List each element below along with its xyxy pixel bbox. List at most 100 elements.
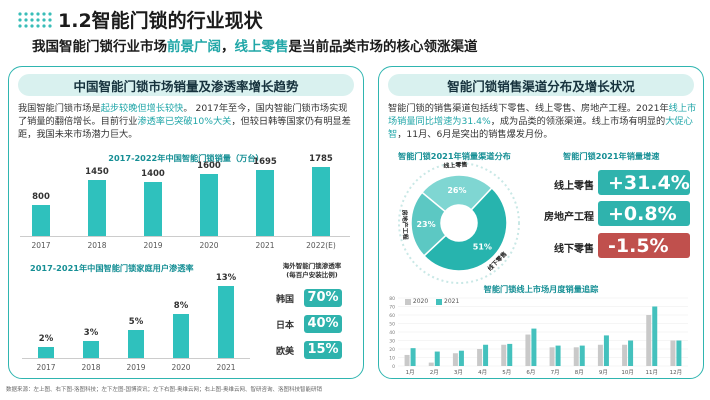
overseas-value-korea: 70% bbox=[304, 289, 342, 307]
para-text: 智能门锁的销售渠道包括线下零售、线上零售、房地产工程。2021年 bbox=[388, 103, 669, 114]
right-panel-heading: 智能门锁销售渠道分布及增长状况 bbox=[388, 74, 694, 96]
monthly-legend: 2020 2021 bbox=[405, 298, 459, 305]
monthly-bar-2020 bbox=[404, 354, 410, 366]
para-highlight: 大促心智 bbox=[388, 116, 693, 140]
para-text: ，11月、6月是突出的销售爆发月份。 bbox=[397, 129, 553, 140]
monthly-bar-2020 bbox=[501, 344, 507, 366]
growth-title: 智能门锁2021年销量增速 bbox=[563, 151, 660, 161]
para-highlight: 线上市场销量同比增速为31.4% bbox=[388, 103, 697, 127]
monthly-bar-2021 bbox=[603, 335, 609, 366]
legend-label-2020: 2020 bbox=[412, 298, 429, 305]
overseas-title: 海外智能门锁渗透率 (每百户安装比例) bbox=[272, 262, 352, 280]
monthly-chart-title: 智能门锁线上市场月度销量追踪 bbox=[483, 284, 599, 294]
monthly-bar-2021 bbox=[458, 350, 464, 366]
sales-x-label: 2020 bbox=[199, 241, 219, 250]
monthly-bar-2020 bbox=[622, 344, 628, 366]
monthly-x-label: 7月 bbox=[551, 369, 560, 376]
overseas-value-west: 15% bbox=[304, 341, 342, 359]
monthly-y-tick: 10 bbox=[389, 356, 395, 362]
monthly-bar-2020 bbox=[597, 344, 603, 366]
penetration-x-label: 2021 bbox=[216, 363, 236, 372]
monthly-y-tick: 60 bbox=[389, 313, 395, 319]
overseas-subtitle-line: (每百户安装比例) bbox=[286, 271, 338, 279]
para-highlight: 渗透率已突破10%大关 bbox=[137, 116, 232, 127]
monthly-x-label: 4月 bbox=[478, 369, 487, 376]
monthly-bar-2020 bbox=[646, 315, 652, 366]
decorative-dots-icon bbox=[18, 12, 52, 28]
monthly-y-tick: 80 bbox=[389, 296, 395, 302]
legend-label-2021: 2021 bbox=[444, 298, 460, 305]
overseas-title-line: 海外智能门锁渗透率 bbox=[282, 262, 342, 270]
sales-x-label: 2019 bbox=[143, 241, 163, 250]
penetration-chart bbox=[0, 0, 1, 1]
monthly-x-label: 5月 bbox=[502, 369, 511, 376]
penetration-bar bbox=[83, 341, 99, 358]
sales-chart-title: 2017-2022年中国智能门锁销量（万台） bbox=[108, 153, 264, 163]
growth-label-offline: 线下零售 bbox=[554, 244, 594, 255]
sales-bar bbox=[256, 170, 274, 236]
sales-bar-label: 1400 bbox=[141, 168, 165, 179]
sales-bar-label: 800 bbox=[32, 191, 50, 202]
subtitle-part: 是当前品类市场的核心领涨渠道 bbox=[288, 39, 478, 55]
monthly-bar-2020 bbox=[477, 349, 483, 366]
monthly-y-tick: 40 bbox=[389, 330, 395, 336]
growth-value-online: +31.4% bbox=[598, 170, 690, 195]
penetration-bar-label: 13% bbox=[215, 273, 237, 283]
monthly-bar-2021 bbox=[507, 343, 513, 366]
penetration-x-label: 2020 bbox=[171, 363, 191, 372]
monthly-y-tick: 30 bbox=[389, 339, 395, 345]
monthly-bar-2021 bbox=[531, 328, 537, 366]
legend-swatch-2020 bbox=[405, 298, 411, 305]
para-text: ，成为品类的领涨渠道。线上市场有明显的 bbox=[490, 116, 666, 127]
monthly-chart: 0 10 20 30 40 50 60 70 80 1月 2月 3月 4月 5月 6月 7月 8月 9月 10月 11… bbox=[389, 296, 688, 376]
monthly-bar-2021 bbox=[555, 345, 561, 366]
sales-x-label: 2021 bbox=[255, 241, 275, 250]
donut-slice-label: 房地产工程 bbox=[401, 210, 410, 240]
penetration-bar bbox=[173, 313, 189, 358]
para-highlight: 起步较晚但增长较快 bbox=[100, 103, 184, 114]
monthly-bar-2021 bbox=[434, 351, 440, 366]
penetration-x-label: 2018 bbox=[81, 363, 101, 372]
legend-swatch-2021 bbox=[436, 298, 443, 305]
penetration-bar-label: 5% bbox=[128, 317, 144, 328]
monthly-y-tick: 50 bbox=[389, 322, 395, 328]
monthly-x-label: 6月 bbox=[526, 369, 535, 376]
penetration-bar bbox=[38, 346, 54, 358]
donut-outer-ring bbox=[398, 162, 520, 284]
donut-slice-pct: 51% bbox=[473, 242, 492, 251]
monthly-bar-2020 bbox=[573, 347, 579, 366]
monthly-x-label: 8月 bbox=[575, 369, 584, 376]
donut-slice-pct: 23% bbox=[416, 220, 435, 229]
sales-x-label: 2018 bbox=[87, 241, 107, 250]
penetration-x-label: 2019 bbox=[126, 363, 146, 372]
overseas-value-japan: 40% bbox=[304, 315, 342, 333]
page-title: 1.2智能门锁的行业现状 bbox=[58, 10, 263, 32]
donut-slice-label: 线上零售 bbox=[443, 160, 467, 169]
monthly-bar-2021 bbox=[652, 306, 658, 366]
right-paragraph: 智能门锁的销售渠道包括线下零售、线上零售、房地产工程。2021年线上市场销量同比… bbox=[388, 102, 700, 141]
donut-slice bbox=[420, 174, 493, 213]
growth-label-realestate: 房地产工程 bbox=[544, 212, 594, 223]
penetration-bar-label: 8% bbox=[173, 300, 189, 311]
sales-bar bbox=[144, 181, 162, 236]
sales-bar-label: 1695 bbox=[253, 157, 277, 168]
monthly-bar-2020 bbox=[549, 347, 555, 366]
monthly-y-tick: 70 bbox=[389, 305, 395, 311]
overseas-country-japan: 日本 bbox=[276, 321, 295, 331]
penetration-bar-label: 3% bbox=[83, 328, 99, 339]
monthly-x-label: 9月 bbox=[599, 369, 608, 376]
penetration-axis-line bbox=[22, 358, 250, 359]
overseas-country-korea: 韩国 bbox=[276, 295, 295, 305]
sales-bar bbox=[312, 166, 330, 236]
subtitle-highlight: 前景广阔 bbox=[167, 39, 221, 55]
monthly-y-tick: 20 bbox=[389, 347, 395, 353]
monthly-bar-2021 bbox=[579, 345, 585, 366]
monthly-bar-2021 bbox=[628, 340, 634, 366]
source-note: 数据来源：左上图、右下图-洛图科技；左下左图-国博资讯；左下右图-奥维云网；右上… bbox=[6, 387, 322, 393]
monthly-bar-2021 bbox=[483, 344, 489, 366]
monthly-bar-2021 bbox=[410, 348, 416, 366]
subtitle-highlight: 线上零售 bbox=[234, 39, 289, 55]
monthly-x-label: 2月 bbox=[430, 369, 439, 376]
sales-bar-label: 1600 bbox=[197, 160, 221, 171]
donut-slice-pct: 26% bbox=[447, 186, 466, 195]
